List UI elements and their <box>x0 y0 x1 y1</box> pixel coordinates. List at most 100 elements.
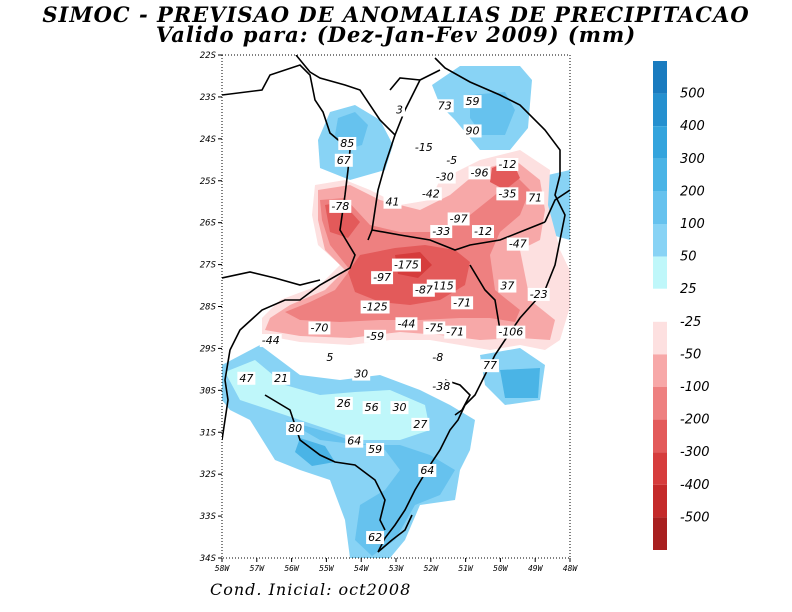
colorbar-segment <box>653 224 667 257</box>
anomaly-value-background <box>391 258 421 272</box>
longitude-tick-label: 56W <box>284 564 300 573</box>
colorbar-segment <box>653 93 667 127</box>
colorbar-segment <box>652 288 668 323</box>
anomaly-value: -44 <box>262 334 280 347</box>
anomaly-value: 41 <box>386 196 400 209</box>
longitude-tick-label: 53W <box>389 564 405 573</box>
anomaly-value: -5 <box>446 154 457 167</box>
colorbar-label: 300 <box>680 152 705 167</box>
anomaly-value-background <box>423 321 446 335</box>
colorbar-segment <box>653 517 667 550</box>
initial-condition-label: Cond. Inicial: oct2008 <box>210 580 412 599</box>
longitude-tick-label: 50W <box>493 564 509 573</box>
anomaly-value: -12 <box>498 158 516 171</box>
anomaly-value: -96 <box>471 166 489 179</box>
colorbar-segment <box>653 61 667 94</box>
anomaly-value: -44 <box>397 317 415 330</box>
colorbar-segment <box>653 126 667 159</box>
anomaly-value: 3 <box>396 103 403 116</box>
anomaly-value-background <box>430 350 446 364</box>
longitude-tick-label: 49W <box>528 564 544 573</box>
anomaly-value-background <box>329 199 352 213</box>
latitude-tick-label: 25S <box>200 177 217 187</box>
anomaly-value: -106 <box>498 326 523 339</box>
colorbar-legend: 500 400 300 200 100 50 25 -25 -50 -100 -200 -300 -40… <box>652 61 710 550</box>
latitude-tick-label: 24S <box>200 135 217 145</box>
anomaly-value: -87 <box>415 284 433 297</box>
longitude-tick-label: 48W <box>563 564 579 573</box>
anomaly-value-background <box>430 380 453 394</box>
colorbar-label: 200 <box>680 184 705 199</box>
longitude-axis: 58W 57W 56W 55W 54W 53W 52W 51W 50W 49W 48W <box>215 558 579 573</box>
anomaly-value-background <box>463 124 482 138</box>
anomaly-value: -23 <box>530 288 548 301</box>
latitude-tick-label: 30S <box>199 386 217 396</box>
anomaly-value: 47 <box>239 372 253 385</box>
anomaly-value: -75 <box>425 321 443 334</box>
anomaly-value-background <box>526 191 545 205</box>
anomaly-value: 90 <box>466 124 480 137</box>
anomaly-value: -70 <box>310 321 328 334</box>
anomaly-value-background <box>395 317 418 331</box>
anomaly-value-background <box>371 271 394 285</box>
anomaly-value: 59 <box>466 95 480 108</box>
colorbar-segment <box>653 452 667 485</box>
colorbar-label: 50 <box>680 250 697 265</box>
anomaly-value-background <box>527 287 550 301</box>
anomaly-value: 21 <box>274 372 288 385</box>
anomaly-value-background <box>390 401 409 415</box>
anomaly-value-background <box>496 157 519 171</box>
anomaly-value: 67 <box>337 154 351 167</box>
anomaly-value-background <box>496 187 519 201</box>
colorbar-segment <box>653 321 667 355</box>
colorbar-label: 25 <box>680 282 697 297</box>
latitude-tick-label: 34S <box>199 554 217 564</box>
latitude-tick-label: 31S <box>199 428 217 438</box>
colorbar-label: -300 <box>680 445 710 460</box>
anomaly-value: 56 <box>365 401 379 414</box>
anomaly-value: -33 <box>432 225 450 238</box>
anomaly-value: 30 <box>392 401 406 414</box>
colorbar-segment <box>653 256 667 290</box>
anomaly-value-background <box>496 325 526 339</box>
anomaly-value-background <box>259 334 282 348</box>
longitude-tick-label: 52W <box>424 564 440 573</box>
anomaly-value: -47 <box>509 238 527 251</box>
colorbar-label: 500 <box>680 87 705 102</box>
anomaly-value-background <box>345 434 364 448</box>
anomaly-value-background <box>308 321 331 335</box>
anomaly-value-background <box>334 153 353 167</box>
anomaly-value: 5 <box>326 351 333 364</box>
anomaly-value: -35 <box>498 187 516 200</box>
anomaly-value: 37 <box>500 280 514 293</box>
longitude-tick-label: 58W <box>215 564 231 573</box>
anomaly-value: 64 <box>420 464 434 477</box>
anomaly-value: -8 <box>432 351 443 364</box>
anomaly-value-background <box>419 187 442 201</box>
anomaly-shading <box>222 66 570 558</box>
anomaly-value: 77 <box>483 359 497 372</box>
anomaly-value: 71 <box>528 192 542 205</box>
anomaly-value-background <box>480 359 499 373</box>
anomaly-value: -175 <box>394 259 419 272</box>
colorbar-segment <box>653 419 667 453</box>
anomaly-value: 85 <box>340 137 354 150</box>
anomaly-value: -78 <box>331 200 349 213</box>
anomaly-value-background <box>444 153 460 167</box>
anomaly-value: -30 <box>436 171 454 184</box>
latitude-tick-label: 29S <box>200 344 217 354</box>
anomaly-value: -125 <box>363 301 388 314</box>
anomaly-value: -42 <box>422 187 440 200</box>
latitude-axis: 22S 23S 24S 25S 26S 27S 28S 29S 30S 31S 32S 33S 34S <box>199 51 222 564</box>
latitude-tick-label: 33S <box>199 512 217 522</box>
anomaly-value-background <box>498 279 517 293</box>
latitude-tick-label: 23S <box>200 93 217 103</box>
longitude-tick-label: 51W <box>458 564 474 573</box>
anomaly-value: 73 <box>438 99 452 112</box>
anomaly-value-background <box>383 195 402 209</box>
anomaly-value-background <box>364 329 387 343</box>
anomaly-value: 27 <box>413 418 427 431</box>
colorbar-segment <box>653 387 667 420</box>
anomaly-value: -97 <box>450 212 468 225</box>
